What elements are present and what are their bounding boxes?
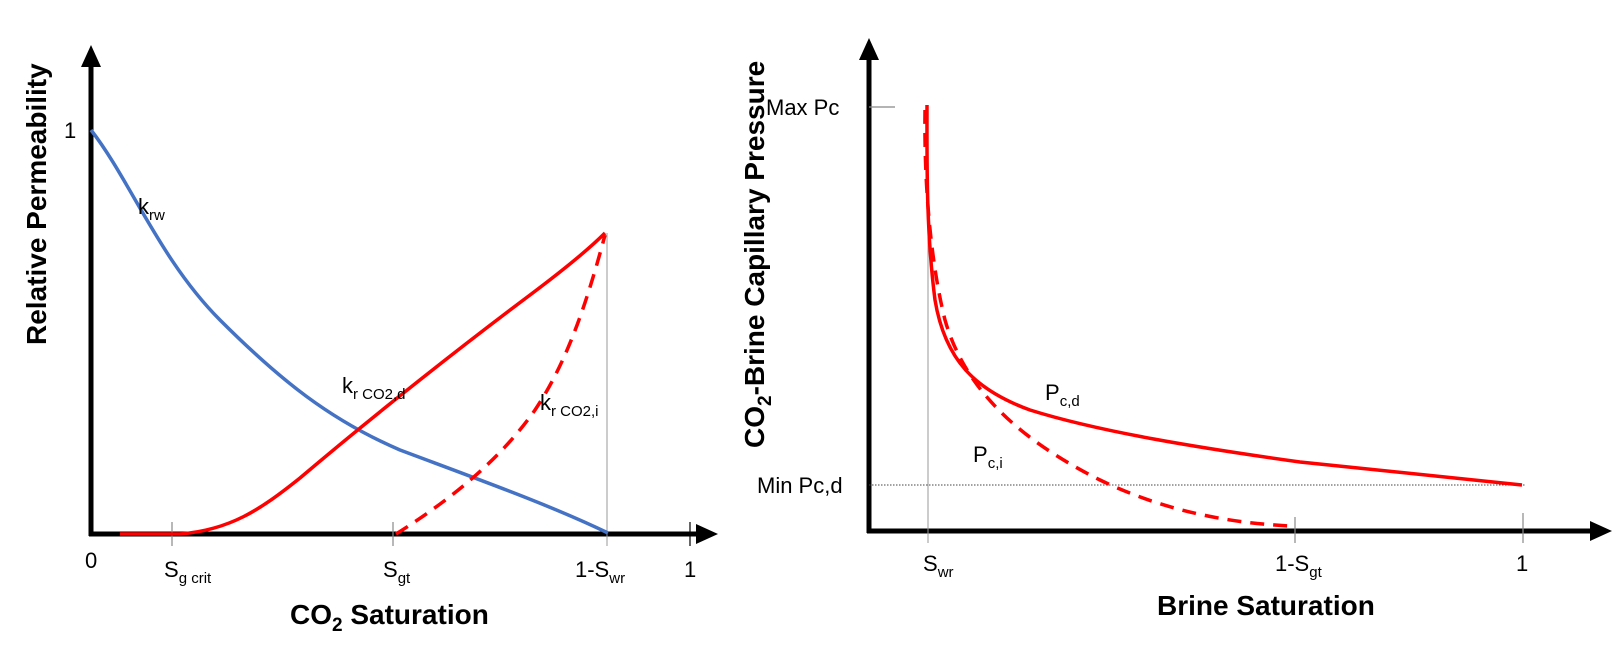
left-y-arrow bbox=[81, 45, 101, 67]
min-pc-label: Min Pc,d bbox=[757, 473, 843, 498]
tick-label-swr: 1-Swr bbox=[575, 557, 625, 587]
right-plot: Max Pc Min Pc,d Swr 1-Sgt 1 Pc,d Pc,i Br… bbox=[739, 38, 1612, 621]
pc-drainage-curve bbox=[925, 104, 1523, 487]
kr-co2-drainage-curve bbox=[120, 231, 607, 536]
kr-co2-imbibition-label: kr CO2,i bbox=[540, 390, 599, 420]
right-x-axis-title: Brine Saturation bbox=[1157, 590, 1375, 621]
pc-drainage-label: Pc,d bbox=[1045, 380, 1080, 410]
right-y-axis-title: CO2-Brine Capillary Pressure bbox=[739, 61, 776, 448]
tick-label-one-minus-sgt: 1-Sgt bbox=[1275, 551, 1323, 581]
x-one-label-left: 1 bbox=[684, 557, 696, 582]
max-pc-label: Max Pc bbox=[766, 95, 839, 120]
y-one-label: 1 bbox=[64, 118, 76, 143]
left-x-axis-title: CO2 Saturation bbox=[290, 599, 489, 636]
tick-label-sgcrit: Sg crit bbox=[164, 557, 212, 587]
pc-imbibition-label: Pc,i bbox=[973, 442, 1003, 472]
tick-label-one-right: 1 bbox=[1516, 551, 1528, 576]
right-y-arrow bbox=[859, 38, 879, 60]
krw-label: krw bbox=[138, 194, 165, 224]
kr-co2-imbibition-curve bbox=[395, 234, 607, 536]
right-x-arrow bbox=[1590, 521, 1612, 541]
left-y-axis-title: Relative Permeability bbox=[21, 63, 52, 345]
origin-label: 0 bbox=[85, 548, 97, 573]
kr-co2-drainage-label: kr CO2,d bbox=[342, 373, 406, 403]
tick-label-sgt: Sgt bbox=[383, 557, 411, 587]
tick-label-swr-right: Swr bbox=[923, 551, 954, 581]
left-plot: 0 1 1 Sg crit Sgt 1-Swr krw kr CO2,d kr … bbox=[21, 45, 718, 636]
left-x-arrow bbox=[696, 524, 718, 544]
krw-curve bbox=[89, 128, 609, 535]
